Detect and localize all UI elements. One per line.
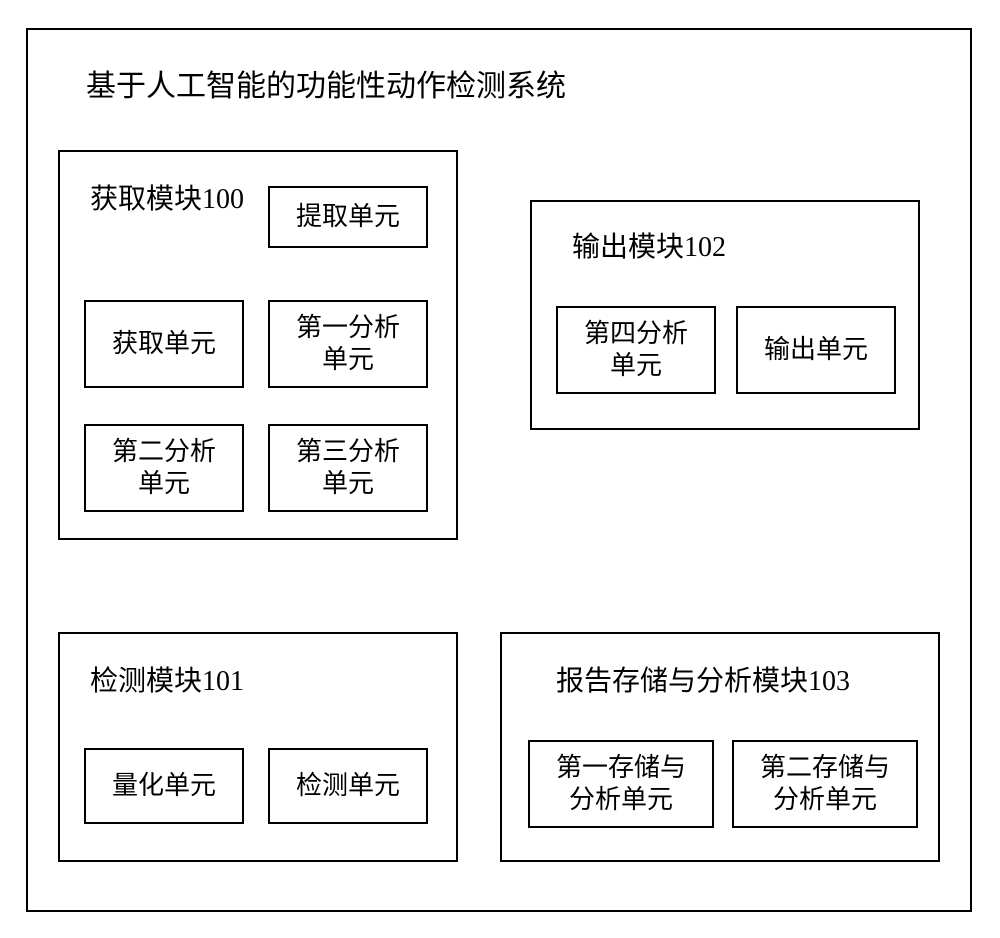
module-detect-title: 检测模块101 xyxy=(90,664,244,699)
unit-analyze2: 第二分析单元 xyxy=(84,424,244,512)
module-output-title: 输出模块102 xyxy=(572,230,726,265)
module-acquire-title: 获取模块100 xyxy=(90,182,244,217)
unit-detect: 检测单元 xyxy=(268,748,428,824)
diagram-canvas: 基于人工智能的功能性动作检测系统 获取模块100 提取单元 获取单元 第一分析单… xyxy=(0,0,1000,938)
unit-analyze3: 第三分析单元 xyxy=(268,424,428,512)
unit-analyze1: 第一分析单元 xyxy=(268,300,428,388)
system-title: 基于人工智能的功能性动作检测系统 xyxy=(86,68,566,106)
unit-extract: 提取单元 xyxy=(268,186,428,248)
unit-output: 输出单元 xyxy=(736,306,896,394)
unit-store2: 第二存储与分析单元 xyxy=(732,740,918,828)
module-report-title: 报告存储与分析模块103 xyxy=(556,664,850,699)
unit-acquire: 获取单元 xyxy=(84,300,244,388)
unit-analyze4: 第四分析单元 xyxy=(556,306,716,394)
unit-store1: 第一存储与分析单元 xyxy=(528,740,714,828)
unit-quant: 量化单元 xyxy=(84,748,244,824)
